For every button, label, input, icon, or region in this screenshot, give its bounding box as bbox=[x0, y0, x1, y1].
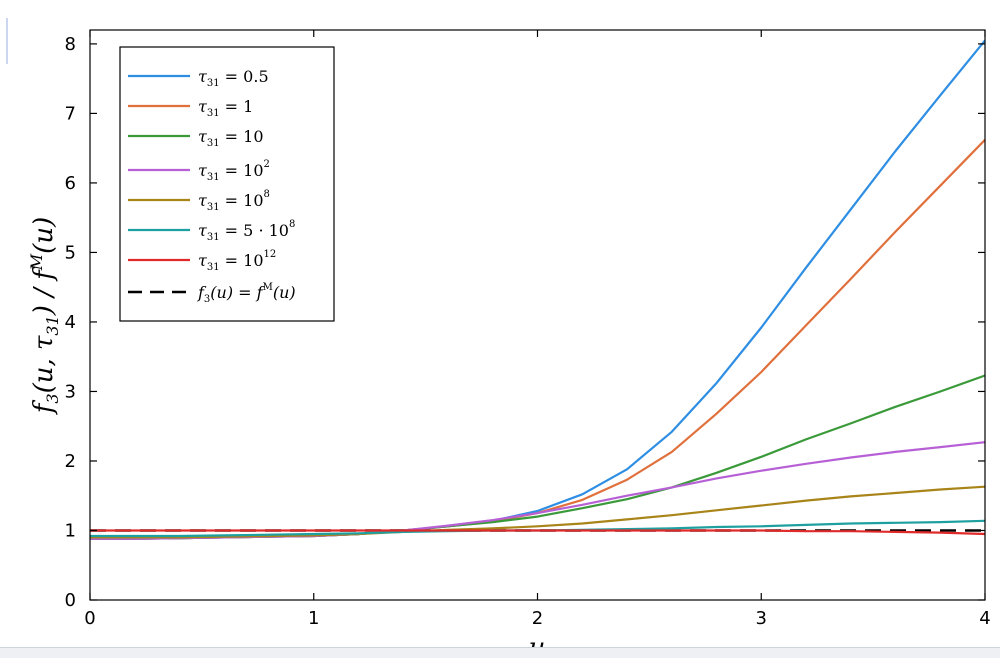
y-tick-label-6: 6 bbox=[65, 173, 76, 194]
y-tick-label-7: 7 bbox=[65, 103, 76, 124]
series-line-5 bbox=[90, 485, 986, 539]
x-tick-label-3: 3 bbox=[756, 608, 767, 629]
series-layer bbox=[90, 39, 986, 540]
y-tick-label-1: 1 bbox=[65, 520, 76, 541]
y-tick-label-0: 0 bbox=[65, 590, 76, 611]
x-tick-label-1: 1 bbox=[308, 608, 319, 629]
left-edge-marker bbox=[6, 18, 8, 64]
y-tick-label-8: 8 bbox=[65, 34, 76, 55]
legend-box bbox=[119, 46, 335, 322]
x-tick-label-2: 2 bbox=[532, 608, 543, 629]
x-tick-label-0: 0 bbox=[84, 608, 95, 629]
legend-entry-8: f3(u) = fM(u) bbox=[197, 282, 296, 305]
y-tick-label-2: 2 bbox=[65, 451, 76, 472]
bottom-scroll-strip bbox=[0, 647, 1000, 658]
y-tick-label-4: 4 bbox=[65, 312, 76, 333]
series-line-6 bbox=[90, 519, 986, 538]
x-tick-label-4: 4 bbox=[979, 608, 990, 629]
legend-entry-2: τ31 = 1 bbox=[198, 97, 253, 119]
y-tick-label-5: 5 bbox=[65, 242, 76, 263]
legend: τ31 = 0.5 τ31 = 1 τ31 = 10 τ31 = 102 τ31… bbox=[119, 46, 335, 322]
series-line-7 bbox=[90, 529, 986, 536]
y-axis-title: f3(u, τ31) / fM(u) bbox=[27, 217, 62, 415]
ticks-layer: 0 1 2 3 4 0 1 2 3 4 5 6 7 8 bbox=[65, 30, 991, 629]
legend-entry-4: τ31 = 102 bbox=[198, 159, 270, 183]
y-tick-label-3: 3 bbox=[65, 381, 76, 402]
